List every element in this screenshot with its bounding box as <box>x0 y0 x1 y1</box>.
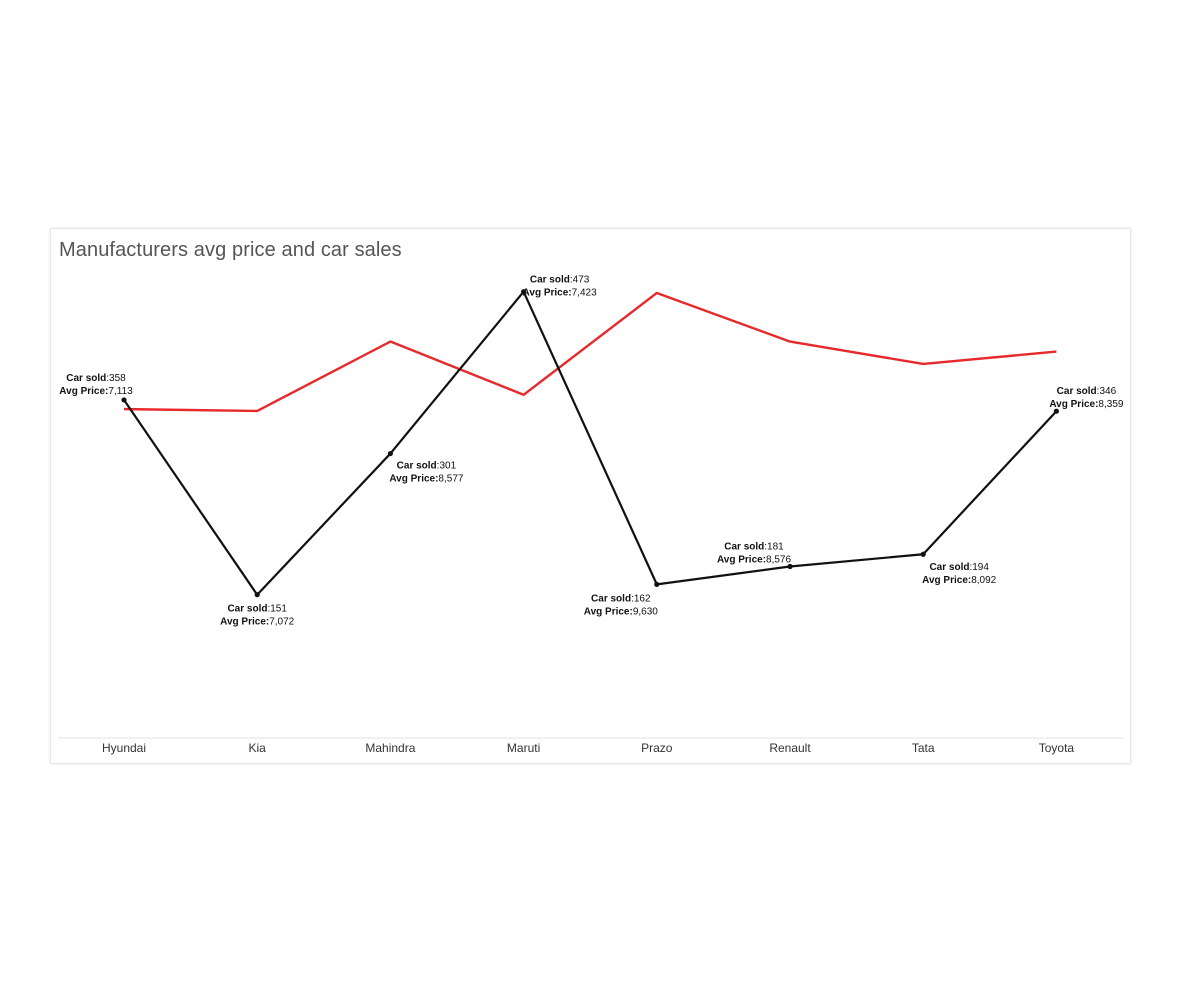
data-point-car-sold <box>787 563 793 570</box>
data-point-car-sold <box>387 450 393 457</box>
x-tick-label: Mahindra <box>365 741 415 755</box>
chart-title: Manufacturers avg price and car sales <box>59 239 402 261</box>
data-label-car-sold: Car sold:301 <box>397 461 457 472</box>
data-label-avg-price: Avg Price:8,576 <box>717 554 792 565</box>
data-label-car-sold: Car sold:358 <box>66 373 126 384</box>
data-point-car-sold <box>521 289 527 295</box>
data-point-car-sold <box>1053 408 1059 414</box>
data-point-car-sold <box>920 551 926 557</box>
data-point-car-sold <box>654 581 660 587</box>
x-tick-label: Hyundai <box>102 741 146 755</box>
x-tick-label: Toyota <box>1039 741 1075 755</box>
x-tick-label: Prazo <box>641 741 673 755</box>
x-tick-label: Tata <box>912 741 935 755</box>
chart-card: Manufacturers avg price and car sales <box>50 228 1131 764</box>
data-label-car-sold: Car sold:162 <box>591 593 651 604</box>
data-label-car-sold: Car sold:151 <box>227 604 287 615</box>
data-label-car-sold: Car sold:181 <box>724 541 784 552</box>
data-label-avg-price: Avg Price:7,423 <box>523 288 598 299</box>
data-label-avg-price: Avg Price:7,072 <box>220 617 295 628</box>
data-label-avg-price: Avg Price:8,092 <box>922 575 997 586</box>
data-label-avg-price: Avg Price:7,113 <box>59 386 133 397</box>
data-label-car-sold: Car sold:473 <box>530 275 590 286</box>
series-line-avg-price <box>123 291 1057 413</box>
data-point-car-sold <box>254 592 260 598</box>
data-point-car-sold <box>121 397 127 403</box>
data-label-car-sold: Car sold:346 <box>1057 386 1117 397</box>
x-tick-label: Maruti <box>507 741 540 755</box>
data-label-avg-price: Avg Price:8,577 <box>389 474 464 485</box>
x-tick-label: Renault <box>769 741 811 755</box>
data-label-avg-price: Avg Price:9,630 <box>584 606 659 617</box>
x-tick-label: Kia <box>249 741 267 755</box>
series-line-car-sold <box>123 290 1058 596</box>
data-label-avg-price: Avg Price:8,359 <box>1049 399 1124 410</box>
data-label-car-sold: Car sold:194 <box>929 562 989 573</box>
